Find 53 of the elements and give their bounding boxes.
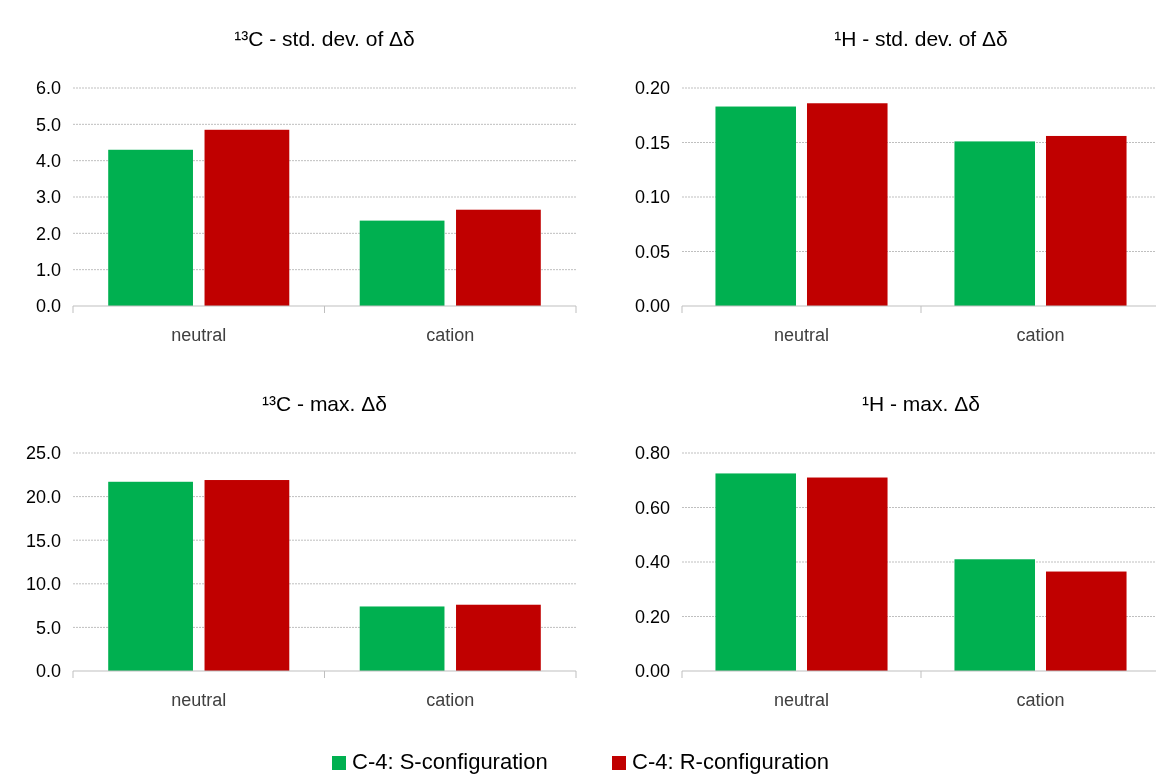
bar — [359, 606, 445, 671]
bar — [715, 106, 797, 306]
x-tick-label: cation — [426, 690, 475, 710]
x-tick-label: cation — [1016, 690, 1065, 710]
y-tick-label: 3.0 — [35, 187, 61, 208]
bar — [1045, 571, 1127, 671]
y-tick-label: 0.0 — [35, 296, 61, 317]
y-tick-label: 4.0 — [35, 150, 61, 171]
x-tick-label: neutral — [773, 325, 830, 345]
y-tick-label: 0.0 — [35, 661, 61, 682]
bar — [108, 149, 193, 306]
bar — [954, 141, 1036, 306]
x-tick-label: neutral — [171, 325, 227, 345]
y-tick-label: 10.0 — [25, 574, 61, 595]
bar — [204, 129, 290, 306]
bar — [715, 473, 797, 671]
y-tick-label: 0.05 — [634, 241, 670, 262]
y-tick-label: 5.0 — [35, 617, 61, 638]
x-tick-label: neutral — [171, 690, 227, 710]
bar — [806, 103, 888, 306]
y-tick-label: 0.00 — [634, 296, 670, 317]
y-tick-label: 0.20 — [634, 78, 670, 99]
legend-label: C-4: S-configuration — [352, 749, 548, 774]
y-tick-label: 0.40 — [634, 552, 670, 573]
y-tick-label: 0.00 — [634, 661, 670, 682]
y-tick-label: 6.0 — [35, 78, 61, 99]
y-tick-label: 0.15 — [634, 132, 670, 153]
bar — [954, 559, 1036, 671]
y-tick-label: 5.0 — [35, 114, 61, 135]
y-tick-label: 15.0 — [25, 530, 61, 551]
chart-title: ¹H - std. dev. of Δδ — [834, 27, 1008, 50]
x-tick-label: cation — [1016, 325, 1065, 345]
y-tick-label: 20.0 — [25, 486, 61, 507]
x-tick-label: cation — [426, 325, 475, 345]
chart-title: ¹³C - max. Δδ — [262, 392, 387, 415]
x-tick-label: neutral — [773, 690, 830, 710]
bar — [1045, 135, 1127, 306]
bar — [359, 220, 445, 306]
y-tick-label: 0.20 — [634, 606, 670, 627]
y-tick-label: 0.10 — [634, 187, 670, 208]
chart-title: ¹³C - std. dev. of Δδ — [234, 27, 415, 50]
y-tick-label: 0.80 — [634, 443, 670, 464]
legend-label: C-4: R-configuration — [632, 749, 829, 774]
chart-title: ¹H - max. Δδ — [862, 392, 980, 415]
y-tick-label: 25.0 — [25, 443, 61, 464]
bar — [806, 477, 888, 671]
bar — [108, 481, 193, 671]
y-tick-label: 1.0 — [35, 259, 61, 280]
y-tick-label: 0.60 — [634, 497, 670, 518]
bar — [204, 480, 290, 671]
y-tick-label: 2.0 — [35, 223, 61, 244]
bar — [456, 604, 541, 671]
bar — [456, 209, 541, 306]
